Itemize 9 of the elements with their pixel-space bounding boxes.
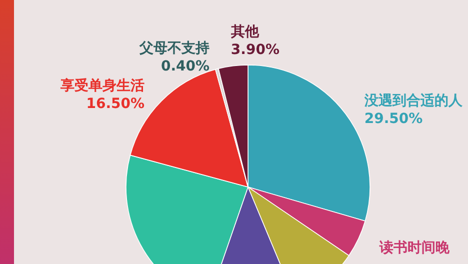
slice-label: 读书时间晚 [378,240,450,256]
slice-label: 其他 [230,24,260,40]
data-label: 29.50% [364,111,423,128]
data-label: 0.40% [160,58,210,75]
slice-label: 父母不支持 [138,40,210,57]
slice-label: 享受单身生活 [60,77,145,94]
slice-label: 没遇到合适的人 [363,92,464,110]
data-label: 16.50% [86,96,145,112]
data-label: 3.90% [230,42,280,58]
